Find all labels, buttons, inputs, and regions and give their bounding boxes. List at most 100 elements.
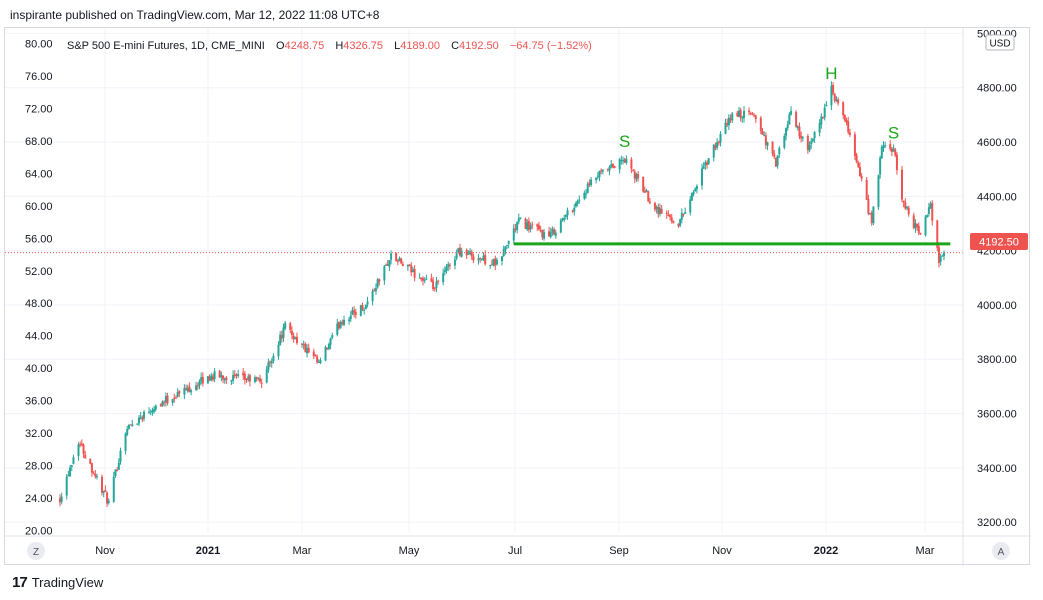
candle-body	[554, 232, 557, 236]
candle-body	[354, 311, 357, 316]
candle-body	[653, 202, 656, 210]
left-tick-label: 76.00	[25, 71, 53, 83]
candle-body	[460, 250, 463, 257]
candle-body	[561, 219, 564, 221]
candle-body	[280, 334, 283, 339]
candle-body	[601, 169, 604, 172]
candle-body	[754, 115, 757, 120]
candle-body	[573, 207, 576, 212]
candle-body	[620, 160, 623, 162]
candle-body	[457, 248, 460, 253]
candle-body	[82, 444, 85, 454]
candle-body	[265, 369, 268, 383]
auto-scale-button[interactable]: A	[992, 542, 1010, 560]
candle-body	[919, 233, 922, 235]
candle-body	[514, 228, 517, 230]
candle-body	[257, 378, 260, 380]
currency-button[interactable]: USD	[985, 34, 1015, 51]
left-tick-label: 72.00	[25, 103, 53, 115]
right-tick-label: 3200.00	[977, 517, 1017, 529]
candle-body	[801, 137, 804, 139]
candle-body	[529, 225, 532, 229]
candle-body	[672, 220, 675, 223]
grid	[5, 28, 963, 533]
candle-body	[233, 374, 236, 376]
candle-body	[94, 473, 97, 477]
left-axis: 80.00 76.00 72.00 68.00 64.00 60.00 56.00 52.00…	[25, 38, 53, 537]
time-tick-label: May	[399, 545, 420, 557]
candle-body	[376, 279, 379, 288]
svg-text:USD: USD	[989, 39, 1010, 50]
right-axis[interactable]: 5000.004800.004600.004400.004200.004000.…	[977, 28, 1017, 529]
candle-body	[647, 191, 650, 202]
candle-body	[806, 136, 809, 150]
candle-body	[222, 375, 225, 380]
candle-body	[312, 351, 315, 356]
candle-body	[495, 259, 498, 265]
time-tick-label: Jul	[508, 545, 522, 557]
candle-body	[835, 99, 838, 101]
candle-body	[171, 398, 174, 403]
candle-body	[351, 309, 354, 315]
candle-body	[912, 215, 915, 228]
candle-body	[447, 264, 450, 267]
candle-body	[329, 338, 332, 345]
candle-body	[598, 171, 601, 178]
candle-body	[669, 215, 672, 218]
candle-body	[504, 246, 507, 251]
candle-body	[855, 154, 858, 163]
candle-body	[823, 107, 826, 118]
candle-body	[870, 212, 873, 223]
candle-body	[173, 397, 176, 399]
candle-body	[292, 335, 295, 340]
candle-body	[526, 222, 529, 230]
candle-body	[258, 378, 261, 382]
candle-body	[655, 206, 658, 209]
candle-body	[269, 361, 272, 363]
candle-body	[196, 385, 199, 387]
candle-body	[689, 199, 692, 213]
candle-body	[731, 113, 734, 121]
candle-body	[872, 206, 875, 224]
left-tick-label: 36.00	[25, 396, 53, 408]
chart-frame[interactable]: 80.00 76.00 72.00 68.00 64.00 60.00 56.00 52.00…	[4, 27, 1031, 566]
candle-body	[566, 210, 569, 216]
candle-body	[195, 385, 198, 391]
candle-body	[373, 289, 376, 291]
candle-body	[506, 244, 509, 246]
candle-body	[341, 321, 344, 324]
right-tick-label: 4800.00	[977, 83, 1017, 95]
change-value: −64.75 (−1.52%)	[510, 40, 592, 52]
brand-name: TradingView	[31, 575, 104, 590]
candle-body	[245, 379, 248, 381]
candle-body	[166, 395, 169, 404]
candle-body	[895, 154, 898, 171]
candle-body	[453, 259, 456, 266]
tradingview-logo-icon[interactable]: 17	[12, 574, 28, 591]
candle-body	[717, 142, 720, 144]
candle-body	[420, 277, 423, 280]
candle-body	[484, 254, 487, 265]
candle-body	[127, 424, 130, 429]
candle-body	[129, 424, 132, 426]
candle-body	[489, 265, 492, 267]
symbol-legend: S&P 500 E-mini Futures, 1D, CME_MINI O42…	[67, 40, 592, 52]
candle-body	[926, 215, 929, 218]
candle-body	[137, 417, 140, 424]
right-tick-label: 4600.00	[977, 137, 1017, 149]
candle-body	[164, 396, 167, 403]
left-tick-label: 64.00	[25, 168, 53, 180]
candle-body	[279, 334, 282, 346]
candle-body	[610, 164, 613, 168]
candle-body	[445, 266, 448, 271]
candle-body	[143, 411, 146, 419]
candle-body	[880, 147, 883, 159]
candle-body	[90, 463, 93, 473]
zoom-button[interactable]: Z	[27, 542, 45, 560]
candle-body	[906, 206, 909, 208]
candle-body	[894, 149, 897, 156]
candle-body	[72, 457, 75, 464]
time-axis[interactable]: Nov 2021 Mar May Jul Sep Nov 2022 Mar	[95, 545, 935, 557]
candlestick-chart[interactable]: 80.00 76.00 72.00 68.00 64.00 60.00 56.00 52.00…	[5, 28, 1031, 566]
candle-body	[633, 171, 636, 179]
